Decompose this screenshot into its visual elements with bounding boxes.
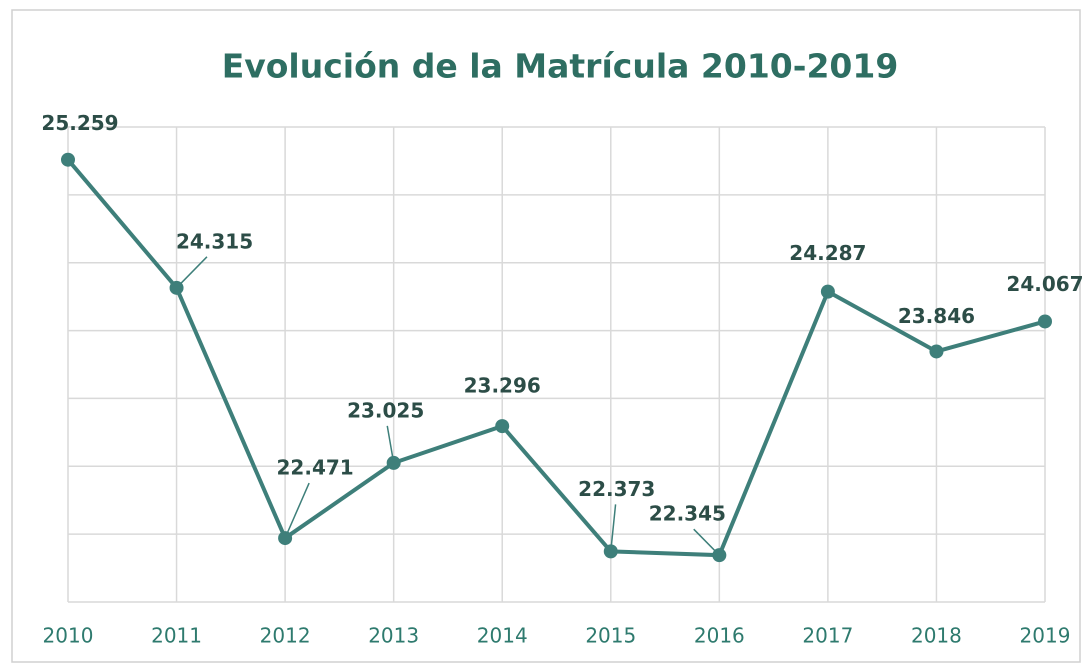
x-tick-label: 2018 [911,624,962,648]
data-point [929,344,944,359]
leader-line [176,256,208,289]
x-tick-label: 2011 [151,624,202,648]
data-point [495,419,510,434]
data-point [820,284,835,299]
x-tick-label: 2014 [477,624,528,648]
leader-line [386,425,395,464]
x-tick-label: 2012 [260,624,311,648]
leader-line [284,482,310,539]
data-label: 23.296 [464,374,541,398]
data-label: 22.373 [578,477,655,501]
x-tick-label: 2010 [43,624,94,648]
x-tick-label: 2016 [694,624,745,648]
x-tick-label: 2013 [368,624,419,648]
data-label: 23.846 [898,304,975,328]
data-label: 24.287 [789,241,866,265]
data-label: 23.025 [347,398,424,422]
data-label: 24.067 [1006,272,1083,296]
leader-line [610,504,617,552]
x-tick-label: 2015 [585,624,636,648]
chart-title: Evolución de la Matrícula 2010-2019 [222,47,899,86]
data-line [66,158,1046,558]
data-label: 22.471 [277,456,354,480]
data-point [1038,314,1052,329]
leader-line [693,528,720,556]
x-tick-label: 2019 [1020,624,1071,648]
data-label: 24.315 [176,229,253,253]
chart-border [11,9,1081,663]
data-label: 25.259 [41,111,118,135]
data-label: 22.345 [649,502,726,526]
x-tick-label: 2017 [802,624,853,648]
data-point [61,152,75,167]
